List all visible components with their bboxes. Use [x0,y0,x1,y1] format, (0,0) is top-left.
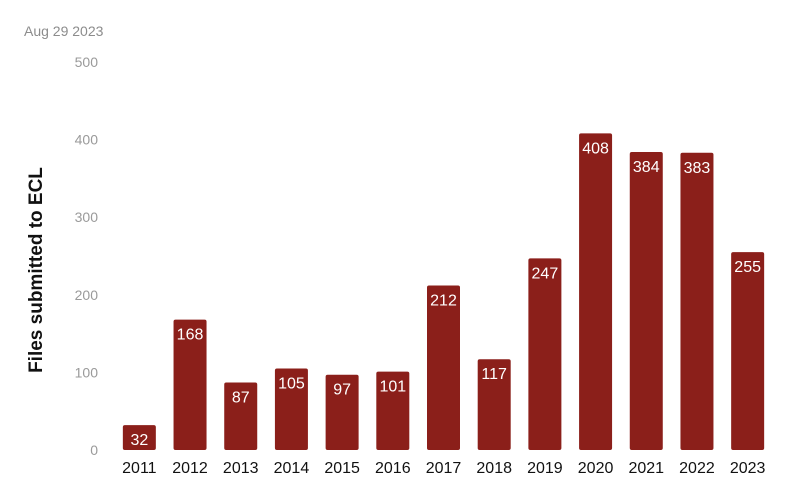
bar-value-label: 383 [684,160,711,177]
bar-value-label: 105 [278,376,305,393]
bar-value-label: 32 [130,432,148,449]
bar-value-label: 97 [333,382,351,399]
y-tick-label: 300 [75,209,99,225]
bar [629,152,663,451]
bar-value-label: 101 [379,379,406,396]
x-tick-label: 2012 [172,460,208,477]
x-tick-label: 2022 [679,460,715,477]
bar-value-label: 247 [532,265,559,282]
bar-value-label: 168 [177,327,204,344]
x-tick-label: 2019 [527,460,563,477]
x-tick-label: 2021 [628,460,664,477]
bar [731,252,765,450]
bar-value-label: 87 [232,389,250,406]
bar-value-label: 212 [430,292,457,309]
x-tick-label: 2011 [122,460,157,477]
bar [579,133,613,450]
x-tick-label: 2023 [730,460,766,477]
bar [173,319,207,450]
x-tick-label: 2016 [375,460,411,477]
x-tick-label: 2015 [324,460,360,477]
y-tick-label: 0 [90,442,98,458]
bar [427,285,460,450]
x-tick-label: 2018 [476,460,512,477]
y-tick-label: 100 [75,364,99,380]
x-tick-label: 2014 [274,460,310,477]
bar [274,368,308,450]
bar [376,371,410,450]
bar-value-label: 255 [734,259,761,276]
bar [224,382,258,450]
y-tick-label: 500 [75,54,99,70]
x-tick-label: 2013 [223,460,259,477]
bar-value-label: 384 [633,159,660,176]
y-tick-label: 200 [75,287,99,303]
x-tick-label: 2020 [578,460,614,477]
date-note: Aug 29 2023 [24,23,104,39]
y-tick-label: 400 [75,132,99,148]
bar [680,152,714,451]
bar [325,374,359,450]
bar [477,359,511,450]
bar-value-label: 117 [481,366,507,383]
bar [528,258,562,450]
bar [122,425,156,450]
x-tick-label: 2017 [426,460,462,477]
bar-value-label: 408 [582,140,609,157]
